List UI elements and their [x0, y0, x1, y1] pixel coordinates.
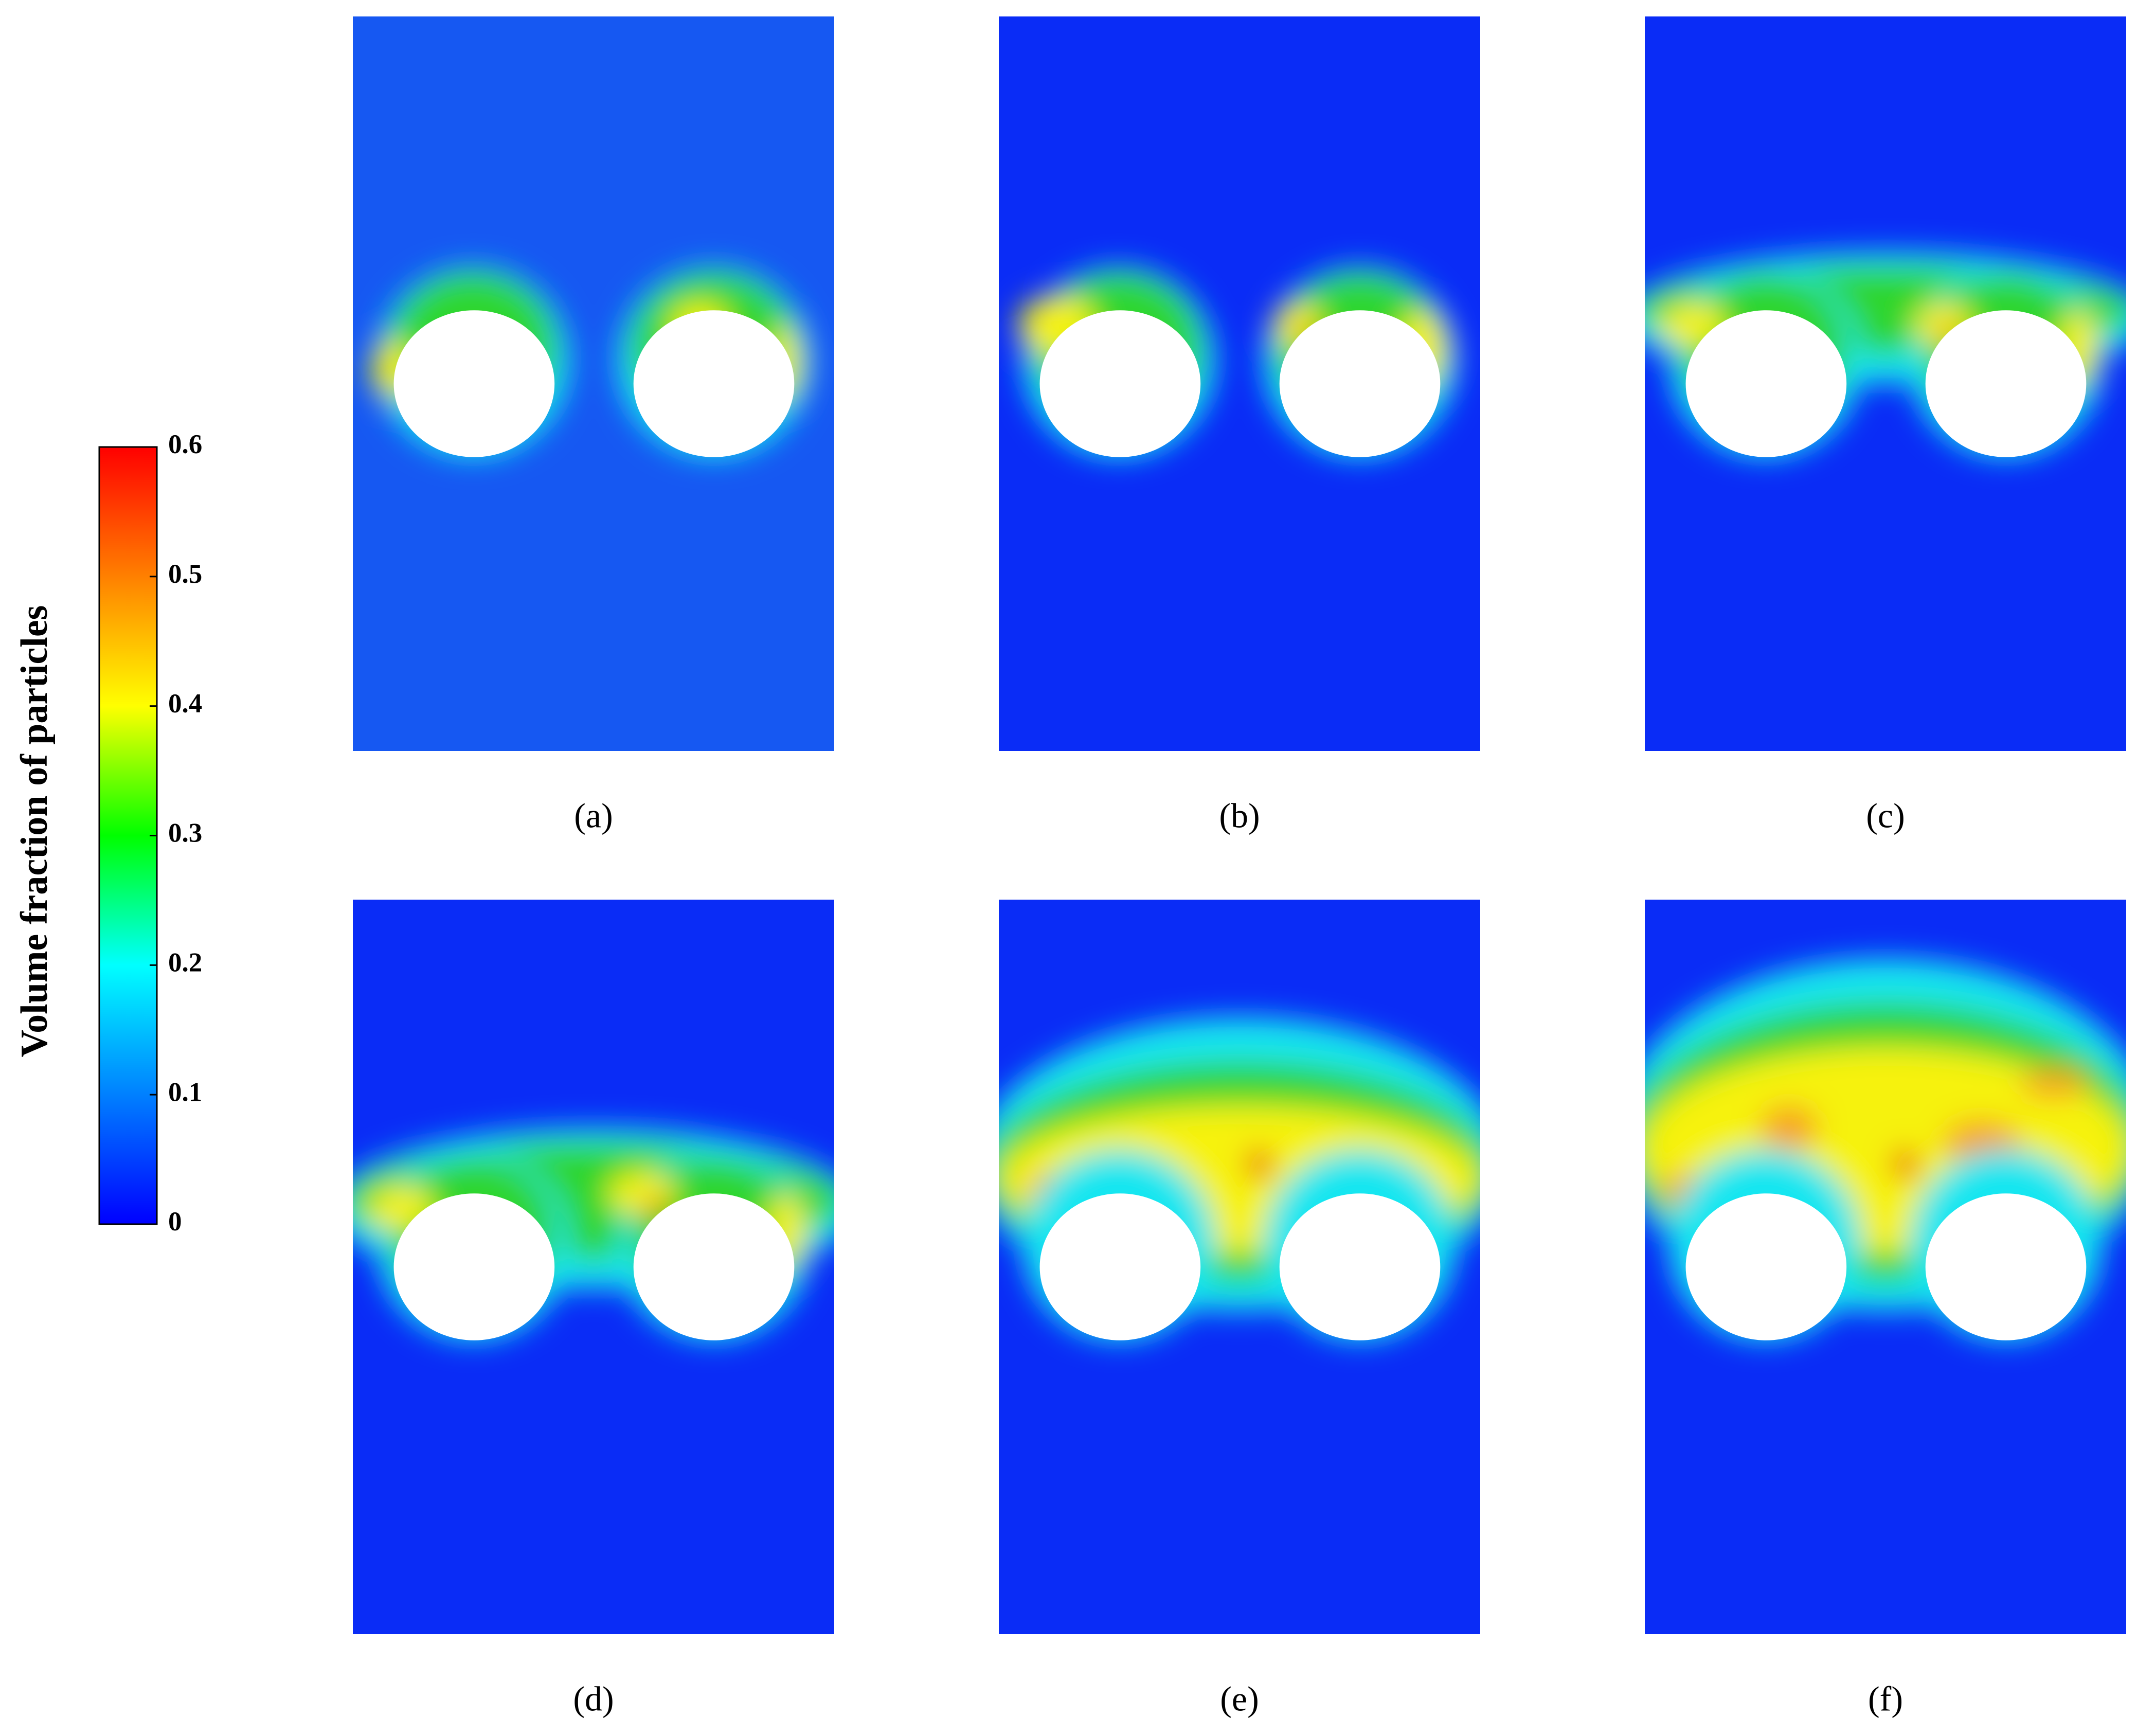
colorbar-tick-label: 0: [168, 1207, 182, 1237]
contour-panel: [353, 16, 834, 751]
colorbar-tick-label: 0.2: [168, 947, 202, 977]
panel-label: (f): [1868, 1679, 1903, 1719]
cylinder: [1685, 1193, 1847, 1340]
contour-panel: [1645, 16, 2126, 751]
cylinder: [633, 310, 795, 457]
cylinder: [1925, 1193, 2087, 1340]
contour-panel: [999, 16, 1480, 751]
cylinder: [1039, 1193, 1201, 1340]
contour-panel: [353, 900, 834, 1634]
cylinder: [393, 1193, 555, 1340]
cylinder: [1039, 310, 1201, 457]
field-blob: [1893, 1149, 1917, 1179]
panel-label: (a): [574, 796, 613, 835]
cylinder: [393, 310, 555, 457]
cylinder: [1279, 310, 1441, 457]
field-blob: [2020, 1068, 2088, 1098]
field-blob: [1760, 1105, 1818, 1150]
colorbar: [98, 446, 158, 1225]
panel-label: (c): [1866, 796, 1905, 835]
colorbar-tick-label: 0.5: [168, 559, 202, 589]
colorbar-tick-label: 0.6: [168, 429, 202, 459]
cylinder: [1685, 310, 1847, 457]
panel-label: (d): [573, 1679, 614, 1719]
colorbar-label: Volume fraction of particles: [13, 605, 56, 1058]
panel-label: (e): [1220, 1679, 1259, 1719]
colorbar-tick-label: 0.1: [168, 1077, 202, 1107]
field-blob: [1247, 1149, 1271, 1179]
cylinder: [633, 1193, 795, 1340]
cylinder: [1925, 310, 2087, 457]
contour-panel: [999, 900, 1480, 1634]
contour-panel: [1645, 900, 2126, 1634]
cylinder: [1279, 1193, 1441, 1340]
colorbar-tick-label: 0.3: [168, 818, 202, 848]
panel-label: (b): [1219, 796, 1260, 835]
colorbar-tick-label: 0.4: [168, 689, 202, 719]
